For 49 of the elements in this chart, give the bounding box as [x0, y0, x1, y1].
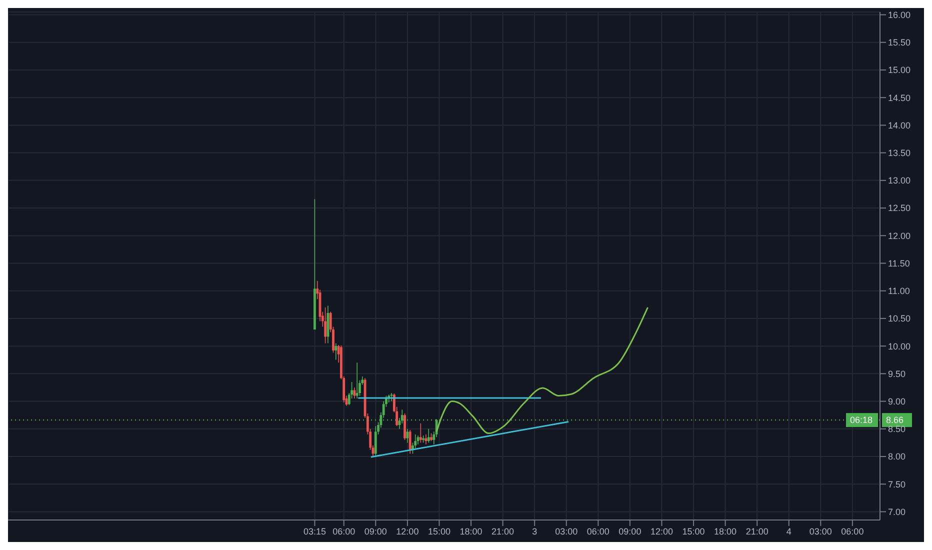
candlestick: [419, 422, 422, 444]
y-tick-label: 10.00: [888, 341, 911, 352]
y-tick-label: 14.50: [888, 92, 911, 103]
y-tick-label: 7.00: [888, 506, 906, 517]
x-tick-label: 03:15: [303, 526, 326, 536]
x-tick-label: 21:00: [492, 526, 514, 536]
x-tick-label: 18:00: [460, 526, 482, 536]
x-tick-label: 09:00: [618, 526, 642, 536]
x-tick-label: 12:00: [650, 526, 673, 536]
annotation: 06:18: [850, 415, 873, 426]
x-tick-label: 06:00: [841, 526, 864, 536]
candlestick: [353, 387, 356, 399]
y-tick-label: 8.00: [888, 452, 906, 462]
y-tick-label: 8.50: [888, 424, 906, 434]
x-tick-label: 15:00: [682, 526, 705, 536]
y-tick-label: 13.50: [888, 148, 911, 158]
x-tick-label: 06:00: [332, 526, 356, 536]
y-tick-label: 13.00: [888, 176, 911, 186]
x-tick-label: 21:00: [746, 526, 768, 536]
x-tick-label: 09:00: [364, 526, 387, 536]
x-tick-label: 06:00: [586, 526, 610, 536]
candlestick: [406, 428, 409, 444]
y-tick-label: 9.00: [888, 396, 906, 406]
ref-line-label: 8.66: [886, 415, 904, 426]
y-tick-label: 14.00: [888, 120, 911, 130]
y-tick-label: 12.50: [888, 203, 911, 214]
y-tick-label: 7.50: [888, 479, 906, 490]
candlestick: [356, 362, 358, 399]
x-tick-label: 03:00: [809, 526, 832, 536]
y-tick-label: 16.00: [888, 10, 911, 20]
x-tick-label: 3: [532, 526, 538, 536]
y-tick-label: 11.50: [888, 258, 910, 268]
y-tick-label: 9.50: [888, 368, 906, 379]
candlestick: [404, 413, 406, 440]
candlestick: [374, 426, 377, 456]
candlestick: [427, 428, 430, 444]
x-tick-label: 12:00: [396, 526, 419, 536]
y-tick-label: 10.50: [888, 314, 911, 324]
candlestick: [408, 430, 412, 454]
x-tick-label: 15:00: [428, 526, 450, 536]
x-tick-label: 18:00: [714, 526, 737, 536]
y-tick-label: 12.00: [888, 230, 911, 241]
y-tick-label: 15.50: [888, 38, 911, 48]
x-tick-label: 03:00: [555, 526, 578, 536]
candlestick: [334, 342, 338, 360]
y-tick-label: 11.00: [888, 286, 910, 296]
candlestick: [324, 307, 327, 344]
x-tick-label: 4: [786, 526, 792, 536]
y-tick-label: 15.00: [888, 65, 911, 76]
